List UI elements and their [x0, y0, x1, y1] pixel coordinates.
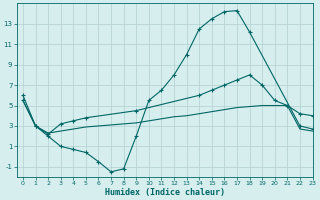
X-axis label: Humidex (Indice chaleur): Humidex (Indice chaleur)	[105, 188, 225, 197]
